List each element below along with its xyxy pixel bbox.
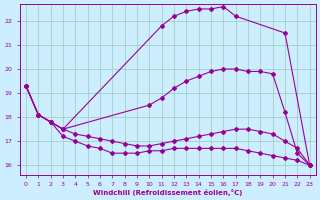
X-axis label: Windchill (Refroidissement éolien,°C): Windchill (Refroidissement éolien,°C) [93, 189, 243, 196]
